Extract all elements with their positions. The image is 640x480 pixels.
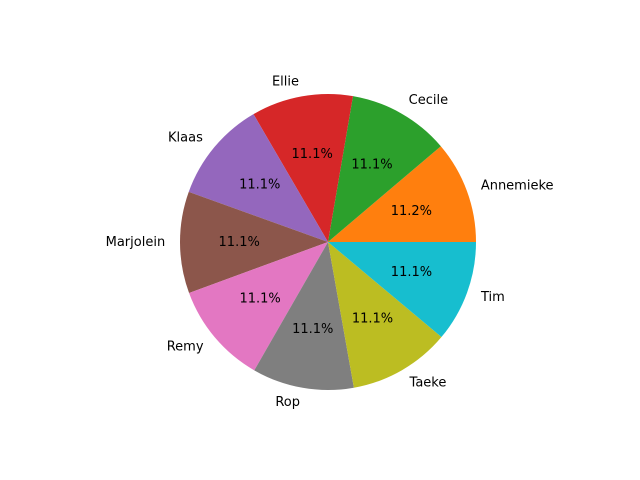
pie-percent-tim: 11.1%: [391, 265, 432, 280]
pie-slice-remy: [189, 242, 328, 371]
pie-label-klaas: Klaas: [168, 130, 203, 145]
pie-slice-rop: [254, 242, 354, 390]
pie-slice-taeke: [328, 242, 442, 388]
pie-slice-cecile: [328, 96, 441, 242]
pie-percent-remy: 11.1%: [239, 292, 280, 307]
pie-percent-taeke: 11.1%: [352, 311, 393, 326]
pie-slice-ellie: [253, 94, 353, 242]
pie-label-rop: Rop: [275, 395, 300, 410]
pie-percent-marjolein: 11.1%: [219, 235, 260, 250]
pie-label-ellie: Ellie: [272, 74, 299, 89]
pie-percent-rop: 11.1%: [292, 322, 333, 337]
pie-slices: [179, 94, 476, 390]
pie-label-remy: Remy: [167, 339, 204, 354]
pie-label-cecile: Cecile: [409, 93, 448, 108]
pie-label-marjolein: Marjolein: [106, 235, 166, 250]
pie-slice-marjolein: [179, 191, 328, 294]
pie-label-taeke: Taeke: [409, 375, 447, 390]
pie-slice-klaas: [188, 114, 328, 242]
pie-label-tim: Tim: [480, 290, 505, 305]
pie-percent-ellie: 11.1%: [292, 147, 333, 162]
pie-slice-tim: [328, 242, 476, 338]
pie-percent-cecile: 11.1%: [351, 157, 392, 172]
pie-percent-klaas: 11.1%: [239, 178, 280, 193]
pie-slice-annemieke: [328, 146, 476, 242]
pie-label-annemieke: Annemieke: [481, 178, 554, 193]
pie-percent-annemieke: 11.2%: [391, 204, 432, 219]
pie-labels: Annemieke 11.2% Cecile 11.1% Ellie 11.1% Klaas…: [106, 74, 554, 410]
